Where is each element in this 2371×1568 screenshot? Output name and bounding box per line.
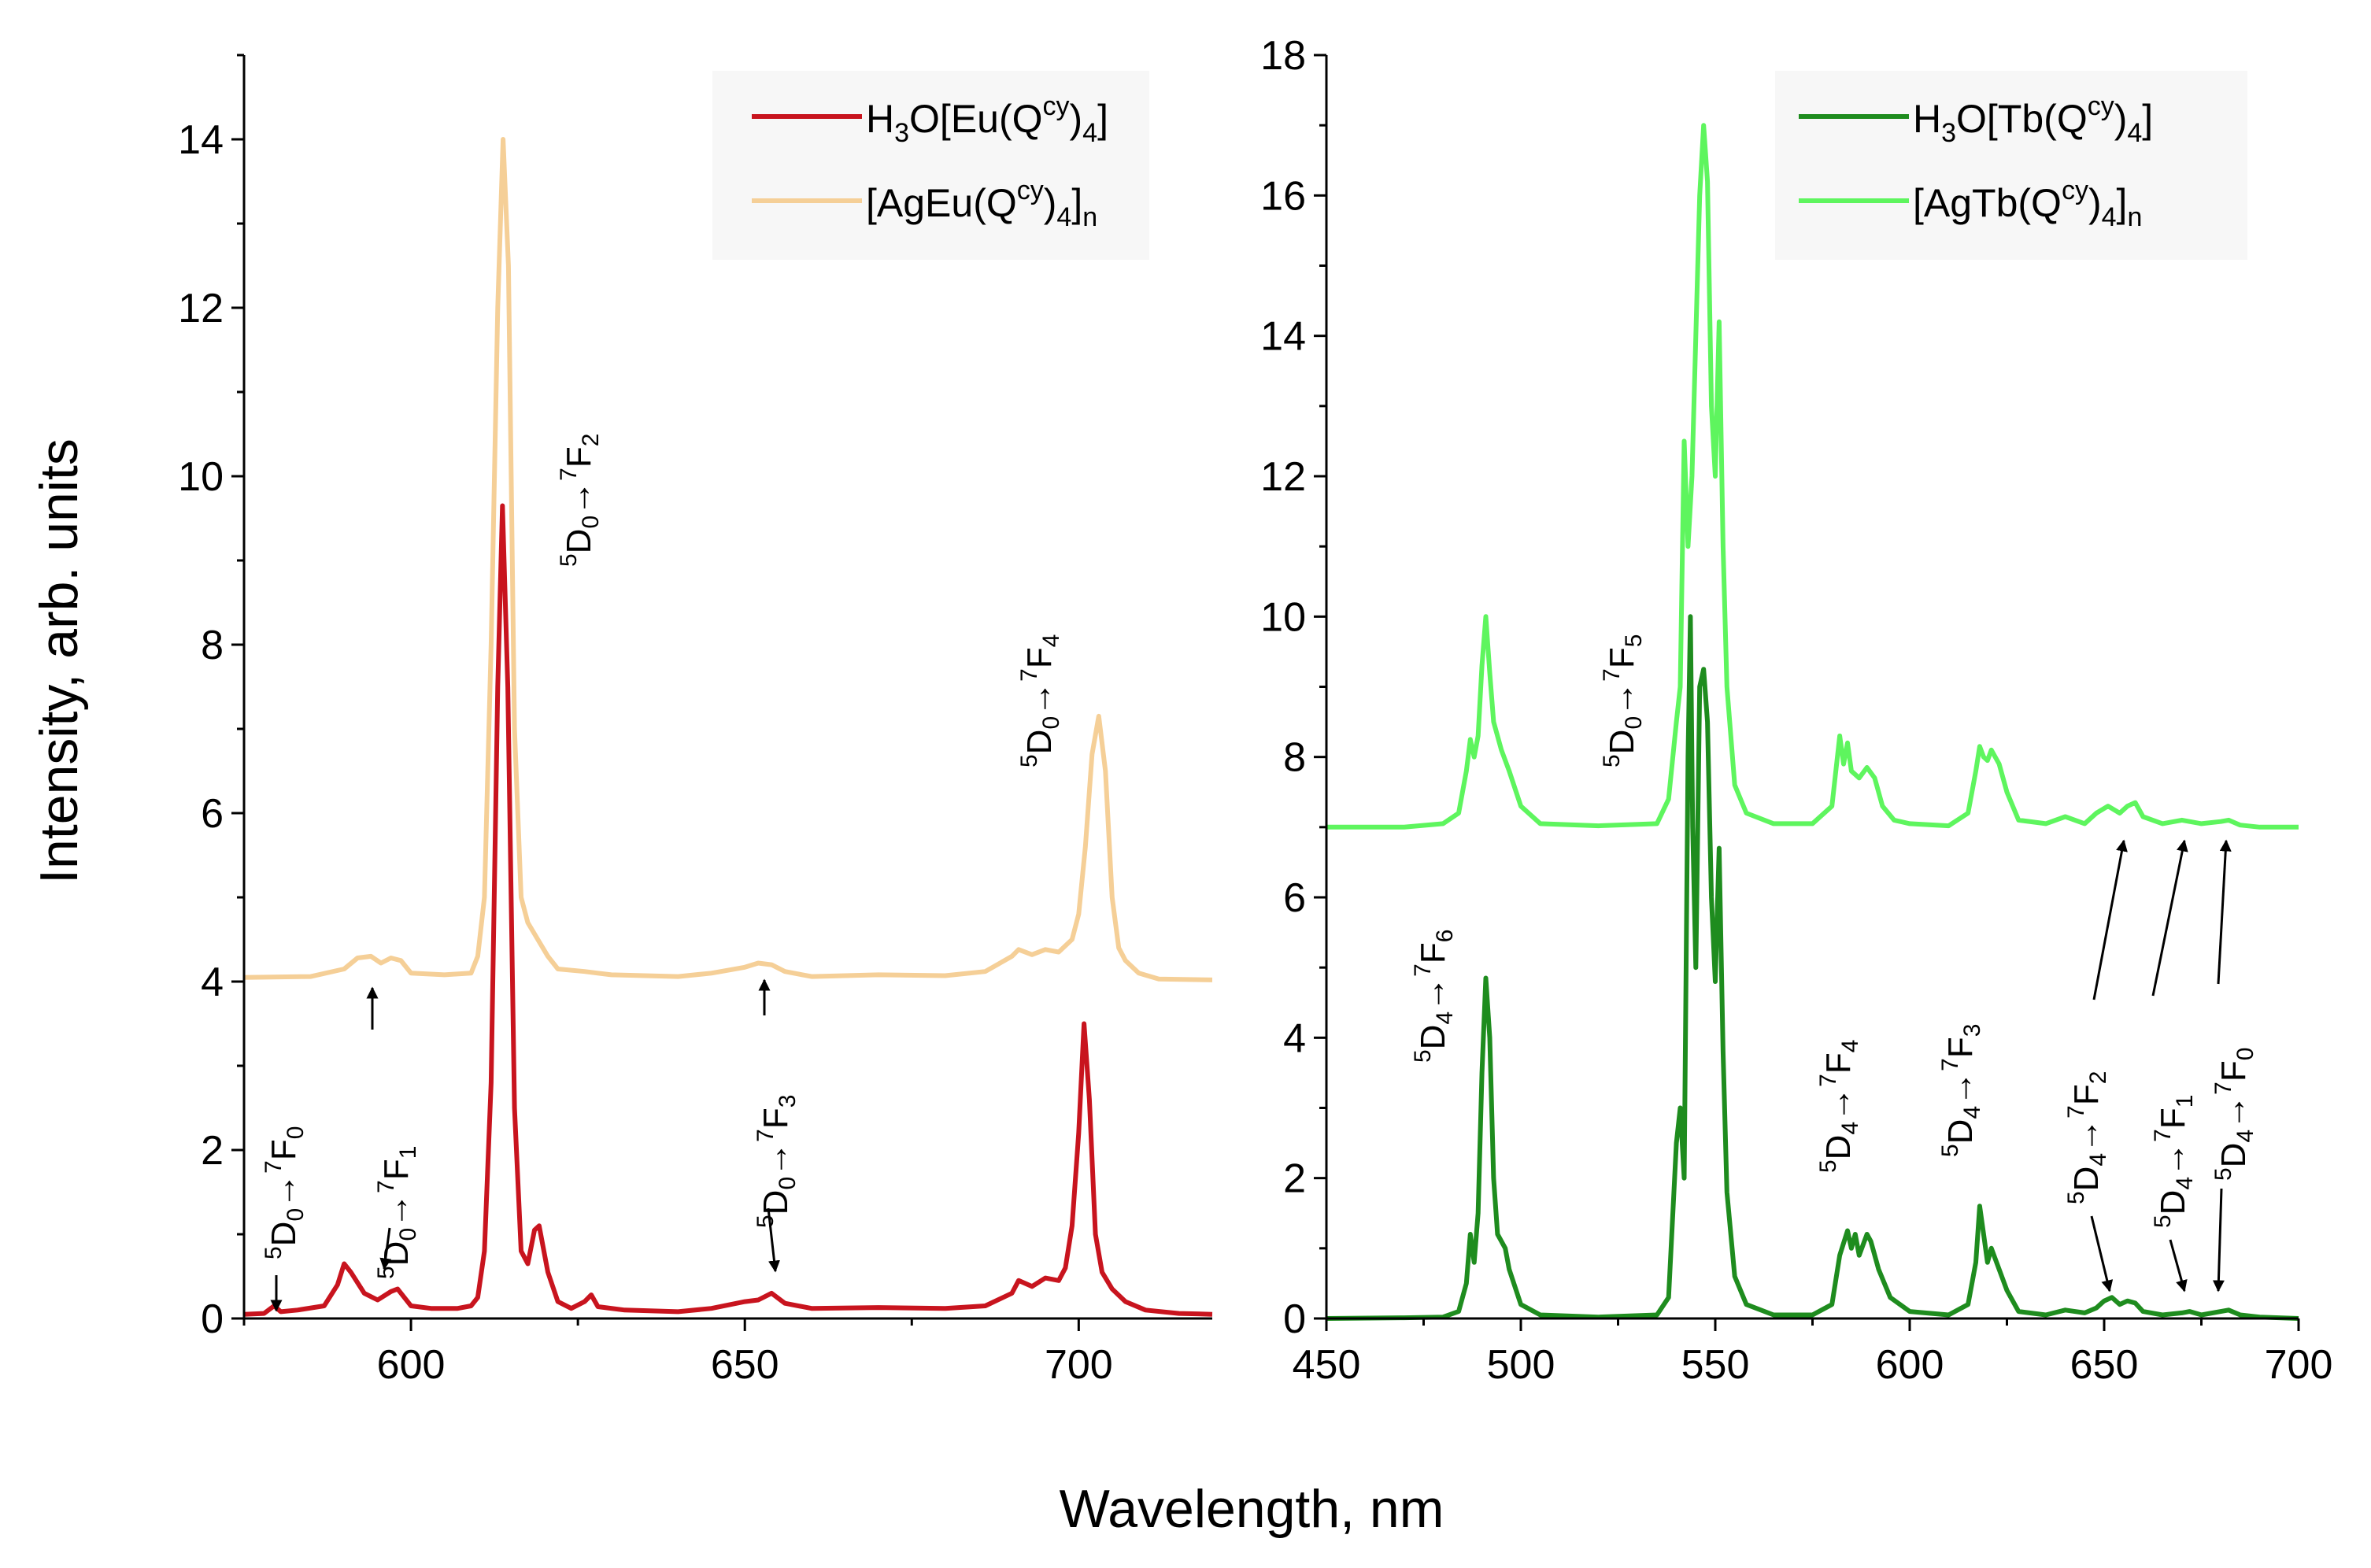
left-y-tick-label: 2 [201,1128,224,1174]
annotation-5d4-7f3: 5D4→7F3 [1937,1024,1985,1157]
annotation-5d4-7f2: 5D4→7F2 [2063,1071,2111,1204]
annotation-arrow-7f2-up [2092,839,2128,1000]
annotation-5d0-7f2: 5D0→7F2 [556,434,604,567]
right-panel: 0 2 4 6 8 10 12 14 16 18 450 500 550 600 650 700 H3O[Tb… [1260,33,2332,1388]
left-x-tick-label: 700 [1045,1342,1113,1388]
left-legend: H3O[Eu(Qcy)4] [AgEu(Qcy)4]n [712,71,1149,260]
right-x-tick-label: 650 [2070,1342,2139,1388]
left-y-tick-label: 12 [178,286,224,331]
right-plot-area [1326,123,2299,1321]
annotation-arrow-7f0-down [2212,1188,2225,1292]
right-legend-box [1775,71,2247,260]
right-y-tick-label: 18 [1260,33,1306,79]
annotation-arrow-7f1-down [2169,1239,2188,1292]
right-x-tick-label: 600 [1876,1342,1944,1388]
left-series-line-1 [243,137,1213,982]
left-y-tick-label: 6 [201,791,224,837]
annotation-5d0-7f0: 5D0→7F0 [261,1126,309,1259]
left-plot-area [243,137,1213,1317]
left-x-tick-label: 600 [377,1342,446,1388]
right-x-tick-label: 550 [1681,1342,1750,1388]
left-x-tick-label: 650 [711,1342,779,1388]
right-y-tick-label: 4 [1283,1015,1306,1061]
left-legend-box [712,71,1149,260]
left-y-tick-label: 10 [178,454,224,500]
legend-label-agTb: [AgTb(Qcy)4]n [1913,176,2142,232]
annotation-5d0-7f5: 5D0→7F5 [1599,634,1647,767]
left-axes: 0 2 4 6 8 10 12 14 600 650 700 [178,54,1212,1388]
right-y-tick-label: 0 [1283,1296,1306,1342]
right-x-tick-label: 450 [1293,1342,1361,1388]
right-y-tick-label: 10 [1260,594,1306,640]
left-y-tick-label: 14 [178,117,224,163]
right-y-tick-label: 6 [1283,875,1306,921]
right-y-tick-label: 16 [1260,173,1306,219]
annotation-5d4-7f1: 5D4→7F1 [2150,1095,2198,1228]
y-axis-title: Intensity, arb. units [29,438,89,884]
right-annotations: 5D4→7F6 5D0→7F5 5D4→7F4 5D4→7F3 5D4→7F2 … [1410,634,2258,1292]
annotation-5d0-7f3: 5D0→7F3 [753,1095,801,1228]
right-y-tick-label: 14 [1260,314,1306,360]
right-series-line-0 [1326,614,2299,1321]
annotation-5d0-7f1: 5D0→7F1 [373,1146,421,1279]
right-legend: H3O[Tb(Qcy)4] [AgTb(Qcy)4]n [1775,71,2247,260]
annotation-arrow-7f1-up [2151,839,2188,997]
right-x-tick-label: 500 [1487,1342,1555,1388]
left-annotations: 5D0→7F0 5D0→7F1 5D0→7F2 5D0→7F3 5D0→7F4 [261,434,1064,1312]
right-series-line-1 [1326,123,2299,830]
legend-label-eu-h3o: H3O[Eu(Qcy)4] [866,91,1108,148]
right-axes: 0 2 4 6 8 10 12 14 16 18 450 500 550 600 650 700 [1260,33,2332,1388]
left-panel: 0 2 4 6 8 10 12 14 600 650 700 H3O[Eu(Qcy)4] [AgEu… [178,54,1213,1388]
left-y-tick-label: 0 [201,1296,224,1342]
right-y-tick-label: 2 [1283,1156,1306,1202]
annotation-5d4-7f6: 5D4→7F6 [1410,930,1458,1063]
left-series-line-0 [243,503,1213,1317]
annotation-arrow-7f0-up [2217,839,2232,985]
right-x-tick-label: 700 [2265,1342,2333,1388]
x-axis-title: Wavelength, nm [1060,1479,1444,1539]
left-y-tick-label: 8 [201,623,224,668]
right-y-tick-label: 8 [1283,735,1306,781]
legend-label-agEu: [AgEu(Qcy)4]n [866,176,1097,232]
annotation-arrow-7f1-down [379,1227,392,1270]
annotation-5d4-7f0: 5D4→7F0 [2210,1048,2258,1181]
left-y-tick-label: 4 [201,960,224,1005]
annotation-5d4-7f4: 5D4→7F4 [1815,1040,1863,1173]
annotation-arrow-7f2-down [2090,1215,2114,1292]
annotation-arrow-7f3-down [767,1207,780,1273]
annotation-5d0-7f4: 5D0→7F4 [1016,634,1064,767]
right-y-tick-label: 12 [1260,454,1306,500]
legend-label-tb-h3o: H3O[Tb(Qcy)4] [1913,91,2153,148]
